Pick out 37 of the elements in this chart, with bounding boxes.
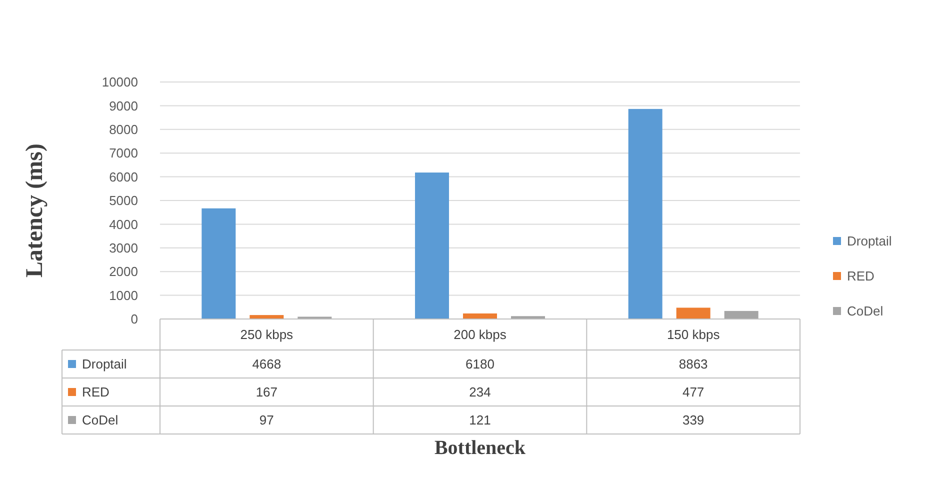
data-label: 167	[256, 384, 278, 400]
data-label: 8863	[678, 356, 708, 372]
y-tick-label: 5000	[109, 193, 138, 208]
data-label: 4668	[252, 356, 282, 372]
y-axis-title: Latency (ms)	[22, 144, 48, 278]
y-tick-label: 4000	[109, 216, 138, 232]
y-tick-label: 9000	[109, 98, 138, 114]
legend-label: CoDel	[847, 304, 884, 319]
y-tick-label: 7000	[109, 146, 138, 161]
y-tick-label: 1000	[109, 288, 138, 303]
x-tick-label: 250 kbps	[240, 327, 294, 342]
bar	[415, 172, 449, 319]
y-tick-label: 2000	[109, 264, 138, 280]
y-tick-label: 10000	[102, 74, 138, 90]
legend-label: Droptail	[82, 356, 127, 372]
data-label: 477	[682, 384, 704, 400]
bar	[628, 108, 662, 319]
text: CoDel	[82, 412, 118, 428]
y-tick-label: 6000	[109, 169, 138, 184]
data-label: 121	[469, 412, 491, 428]
text: RED	[82, 384, 110, 400]
bar	[463, 313, 497, 319]
data-label: 6180	[466, 356, 494, 372]
text: Droptail	[847, 234, 892, 249]
y-tick-label: 3000	[109, 240, 138, 256]
legend-label: RED	[847, 268, 874, 284]
data-label: 97	[259, 412, 274, 428]
data-label: 339	[682, 412, 704, 428]
y-tick-label: 0	[130, 312, 138, 327]
x-tick-label: 200 kbps	[454, 327, 507, 342]
bar	[676, 308, 710, 319]
x-tick-label: 150 kbps	[666, 327, 720, 342]
y-tick-label: 8000	[109, 122, 138, 137]
bar	[724, 310, 758, 319]
bar	[202, 208, 236, 319]
x-axis-title: Bottleneck	[434, 437, 526, 459]
data-label: 234	[469, 384, 491, 400]
